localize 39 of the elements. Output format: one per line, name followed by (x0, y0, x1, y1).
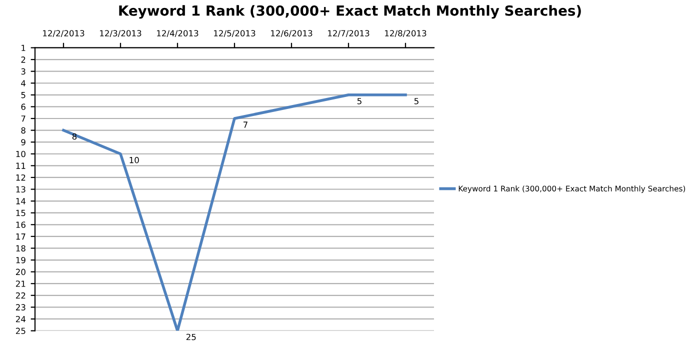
y-tick-label: 12 (16, 174, 26, 181)
x-tick-label: 12/4/2013 (157, 30, 198, 38)
x-tick-label: 12/7/2013 (328, 30, 370, 38)
y-tick-label: 20 (16, 268, 26, 276)
y-tick-label: 23 (16, 304, 26, 310)
data-label: 5 (414, 98, 418, 104)
chart-title: Keyword 1 Rank (300,000+ Exact Match Monthly Searches) (119, 5, 581, 19)
y-tick-label: 11 (16, 162, 26, 169)
y-tick-label: 6 (21, 104, 26, 110)
x-tick-label: 12/2/2013 (43, 30, 84, 38)
y-tick-label: 9 (21, 139, 26, 146)
y-tick-label: 3 (21, 68, 26, 75)
x-tick-label: 12/5/2013 (214, 30, 256, 38)
y-tick-label: 15 (16, 210, 26, 216)
x-tick-label: 12/3/2013 (100, 30, 142, 38)
data-label: 7 (244, 122, 248, 128)
data-label: 25 (186, 334, 196, 340)
data-label: 10 (130, 156, 139, 164)
y-tick-label: 18 (16, 245, 26, 252)
y-tick-label: 16 (16, 222, 26, 228)
y-tick-label: 22 (16, 292, 26, 299)
y-tick-label: 19 (16, 256, 26, 264)
y-tick-label: 7 (21, 116, 26, 122)
x-tick-label: 12/6/2013 (271, 30, 312, 38)
y-tick-label: 14 (16, 198, 26, 204)
y-tick-label: 2 (21, 56, 26, 63)
y-tick-label: 5 (21, 92, 26, 98)
y-tick-label: 10 (16, 150, 26, 158)
y-tick-label: 25 (16, 328, 26, 334)
y-tick-label: 17 (16, 234, 26, 240)
y-tick-label: 21 (16, 280, 26, 287)
y-tick-label: 13 (16, 186, 26, 193)
line-series (62, 94, 407, 331)
y-tick-label: 24 (16, 316, 26, 322)
x-tick-label: 12/8/2013 (385, 30, 426, 38)
y-tick-label: 1 (22, 44, 26, 51)
y-tick-label: 4 (21, 80, 26, 86)
data-label: 5 (357, 98, 362, 104)
y-tick-label: 8 (21, 127, 26, 134)
